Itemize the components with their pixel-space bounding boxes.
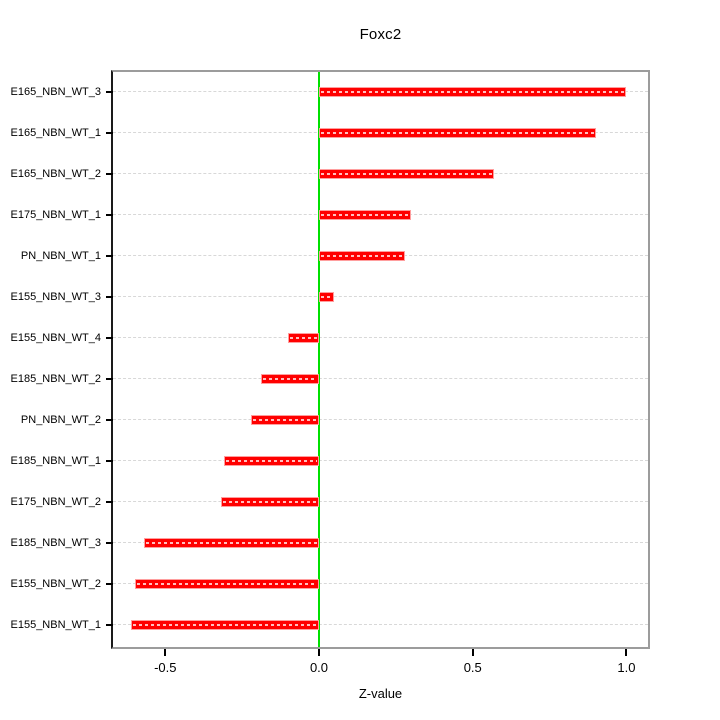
gridline: [113, 419, 648, 420]
bar-dash-pattern: [321, 132, 594, 134]
gridline: [113, 378, 648, 379]
zero-reference-line: [318, 72, 320, 647]
x-axis-tick: [625, 649, 628, 656]
gridline: [113, 296, 648, 297]
y-axis-label: E175_NBN_WT_2: [10, 496, 102, 508]
y-axis-tick: [106, 255, 113, 257]
y-axis-label: E165_NBN_WT_3: [10, 86, 102, 98]
gridline: [113, 337, 648, 338]
y-axis-label: PN_NBN_WT_1: [20, 250, 101, 262]
x-axis-tick-label: 0.0: [309, 660, 329, 675]
x-axis-tick: [318, 649, 320, 656]
y-axis-tick: [106, 542, 113, 544]
bar-dash-pattern: [145, 542, 317, 544]
bar-dash-pattern: [321, 173, 493, 175]
bar: [220, 497, 319, 507]
x-axis-tick: [164, 649, 167, 656]
bar-dash-pattern: [290, 337, 317, 339]
bar: [319, 251, 406, 261]
bar-dash-pattern: [136, 583, 317, 585]
y-axis-tick: [106, 214, 113, 216]
gridline: [113, 501, 648, 502]
bar: [260, 374, 319, 384]
y-axis-label: E185_NBN_WT_1: [10, 455, 102, 467]
bar-dash-pattern: [253, 419, 317, 421]
y-axis-label: E155_NBN_WT_4: [10, 332, 102, 344]
bar: [319, 87, 627, 97]
bar-dash-pattern: [222, 501, 317, 503]
y-axis-label: PN_NBN_WT_2: [20, 414, 101, 426]
y-axis-tick: [106, 460, 113, 462]
bar: [319, 128, 596, 138]
y-axis-tick: [106, 378, 113, 380]
bar: [143, 538, 319, 548]
chart-title: Foxc2: [359, 26, 402, 43]
bar-dash-pattern: [225, 460, 317, 462]
x-axis-tick-label: -0.5: [154, 660, 177, 675]
bar-dash-pattern: [133, 624, 317, 626]
gridline: [113, 583, 648, 584]
x-axis-tick: [471, 649, 474, 656]
y-axis-tick: [106, 583, 113, 585]
y-axis-tick: [106, 132, 113, 134]
x-axis-label: Z-value: [358, 686, 403, 701]
bar: [134, 579, 319, 589]
y-axis-label: E165_NBN_WT_2: [10, 168, 102, 180]
y-axis-label: E155_NBN_WT_3: [10, 291, 102, 303]
y-axis-tick: [106, 419, 113, 421]
bar-dash-pattern: [262, 378, 317, 380]
plot-area: [111, 70, 650, 649]
bar: [223, 456, 319, 466]
y-axis-label: E185_NBN_WT_2: [10, 373, 102, 385]
y-axis-label: E165_NBN_WT_1: [10, 127, 102, 139]
gridline: [113, 542, 648, 543]
bar-dash-pattern: [321, 91, 625, 93]
bar: [319, 210, 412, 220]
bar-dash-pattern: [321, 255, 404, 257]
gridline: [113, 460, 648, 461]
x-axis-tick-label: 1.0: [617, 660, 636, 675]
y-axis-label: E155_NBN_WT_1: [10, 619, 102, 631]
bar: [288, 333, 319, 343]
y-axis-label: E185_NBN_WT_3: [10, 537, 102, 549]
y-axis-tick: [106, 296, 113, 298]
y-axis-tick: [106, 91, 113, 93]
y-axis-tick: [106, 173, 113, 175]
y-axis-tick: [106, 337, 113, 339]
gridline: [113, 624, 648, 625]
x-axis-tick-label: 0.5: [463, 660, 482, 675]
bar: [319, 292, 335, 302]
y-axis-tick: [106, 501, 113, 503]
y-axis-label: E155_NBN_WT_2: [10, 578, 102, 590]
bar: [251, 415, 319, 425]
y-axis-tick: [106, 624, 113, 626]
bar-dash-pattern: [321, 214, 410, 216]
bar: [131, 620, 319, 630]
bar: [319, 169, 495, 179]
y-axis-label: E175_NBN_WT_1: [10, 209, 102, 221]
bar-dash-pattern: [321, 296, 333, 298]
